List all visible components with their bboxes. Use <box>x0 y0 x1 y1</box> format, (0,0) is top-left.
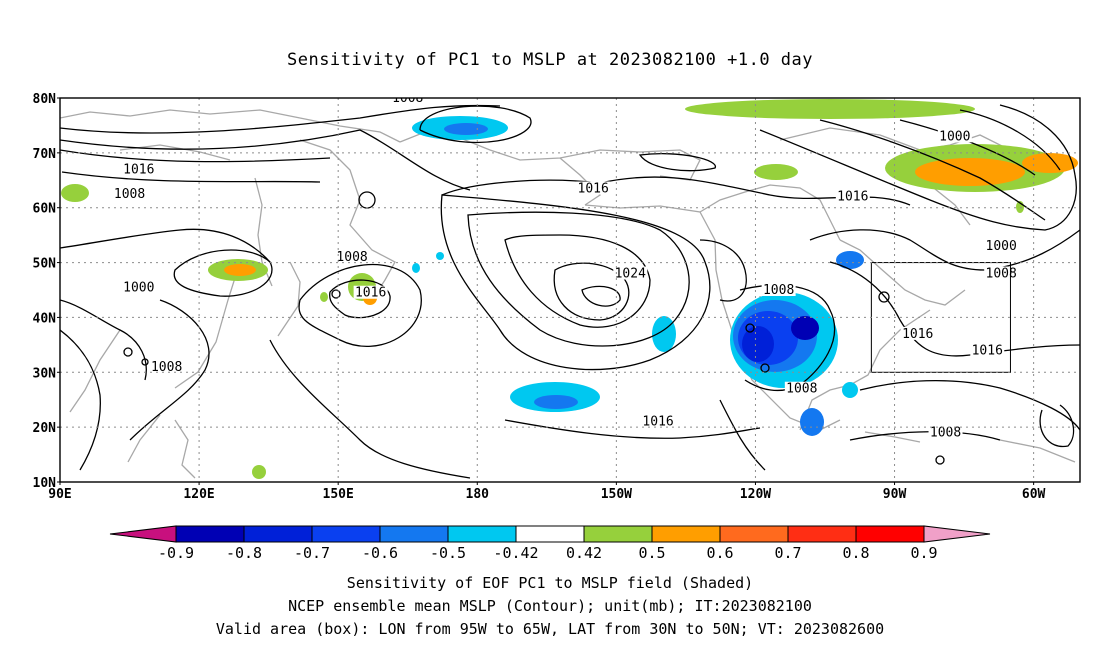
caption-line-2: NCEP ensemble mean MSLP (Contour); unit(… <box>288 597 812 615</box>
colorbar-label: 0.8 <box>842 544 869 562</box>
contour-label: 1008 <box>763 283 794 298</box>
contour-label: 1008 <box>986 267 1017 282</box>
colorbar-segment <box>243 525 313 543</box>
colorbar-segment <box>583 525 653 543</box>
contour-label: 1016 <box>972 343 1003 358</box>
colorbar-label: -0.6 <box>362 544 398 562</box>
lat-tick-label: 50N <box>33 257 57 272</box>
colorbar-segment <box>379 525 449 543</box>
lon-tick-label: 180 <box>466 487 490 502</box>
colorbar-label: -0.7 <box>294 544 330 562</box>
contour-label: 1016 <box>578 182 609 197</box>
lat-tick-label: 10N <box>33 476 57 491</box>
contour-labels: 1008 1016 1008 1016 1016 1000 1024 1008 1000 1016… <box>0 91 1019 471</box>
colorbar-segment <box>719 525 789 543</box>
contour-label: 1008 <box>336 250 367 265</box>
contour-label: 1008 <box>0 456 15 471</box>
lat-tick-label: 20N <box>33 421 57 436</box>
colorbar-segment <box>515 525 585 543</box>
colorbar-segment <box>175 525 245 543</box>
contour-label: 1000 <box>986 239 1017 254</box>
longitude-labels: 90E 120E 150E 180 150W 120W 90W 60W <box>48 482 1046 502</box>
colorbar-label: -0.42 <box>493 544 538 562</box>
colorbar-segment <box>311 525 381 543</box>
lon-tick-label: 150W <box>601 487 632 502</box>
map-frame <box>59 97 1081 483</box>
lat-tick-label: 60N <box>33 202 57 217</box>
lon-tick-label: 90W <box>883 487 907 502</box>
colorbar-label: 0.42 <box>566 544 602 562</box>
contour-label: 1008 <box>114 187 145 202</box>
colorbar: -0.9 -0.8 -0.7 -0.6 -0.5 -0.42 0.42 0.5 0.6 0.7 0.… <box>109 525 991 562</box>
caption-line-1: Sensitivity of EOF PC1 to MSLP field (Sh… <box>346 574 754 592</box>
contour-label: 1008 <box>786 382 817 397</box>
lon-tick-label: 60W <box>1022 487 1046 502</box>
caption-line-3: Valid area (box): LON from 95W to 65W, L… <box>215 620 885 638</box>
colorbar-label: -0.5 <box>430 544 466 562</box>
contour-label: 1016 <box>355 286 386 301</box>
contour-label: 1024 <box>615 267 646 282</box>
colorbar-label: -0.9 <box>158 544 194 562</box>
contour-label: 1000 <box>123 280 154 295</box>
colorbar-segment <box>447 525 517 543</box>
colorbar-label: 0.9 <box>910 544 937 562</box>
colorbar-low-triangle <box>109 525 177 543</box>
contour-label: 1000 <box>939 129 970 144</box>
colorbar-high-triangle <box>923 525 991 543</box>
contour-label: 1016 <box>837 190 868 205</box>
contour-label: 1008 <box>151 360 182 375</box>
chart-title: Sensitivity of PC1 to MSLP at 2023082100… <box>286 50 813 70</box>
lon-tick-label: 150E <box>323 487 354 502</box>
colorbar-segment <box>855 525 925 543</box>
lat-tick-label: 30N <box>33 366 57 381</box>
colorbar-label: -0.8 <box>226 544 262 562</box>
colorbar-label: 0.5 <box>638 544 665 562</box>
contour-label: 1008 <box>930 426 961 441</box>
contour-label: 1008 <box>392 91 423 106</box>
lat-tick-label: 40N <box>33 311 57 326</box>
lon-tick-label: 90E <box>48 487 71 502</box>
lon-tick-label: 120W <box>740 487 771 502</box>
contour-label: 1016 <box>123 162 154 177</box>
lat-tick-label: 70N <box>33 147 57 162</box>
lat-tick-label: 80N <box>33 92 57 107</box>
colorbar-segment <box>787 525 857 543</box>
grid-lines <box>60 98 1080 482</box>
contour-label: 1016 <box>902 327 933 342</box>
colorbar-label: 0.6 <box>706 544 733 562</box>
colorbar-segment <box>651 525 721 543</box>
contour-label: 1016 <box>642 415 673 430</box>
colorbar-label: 0.7 <box>774 544 801 562</box>
latitude-labels: 80N 70N 60N 50N 40N 30N 20N 10N <box>33 92 60 491</box>
lon-tick-label: 120E <box>183 487 214 502</box>
